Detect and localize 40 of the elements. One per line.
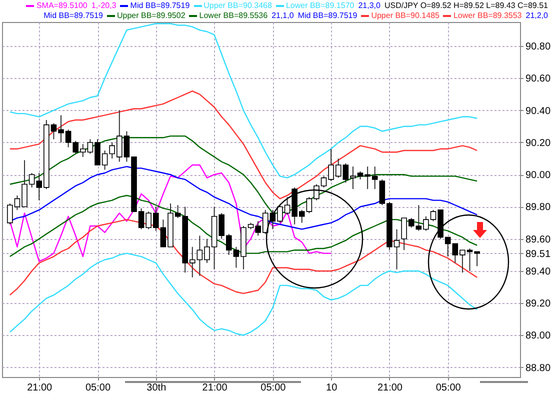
y-tick-label: 90.40 [526,106,551,117]
x-tick-label: 21:00 [202,382,228,394]
legend-label: SMA=89.5100 [35,1,88,10]
legend-label: Upper BB=90.1485 [370,11,440,20]
text: Mid BB=89.7519 [298,11,358,20]
line-series [9,90,478,200]
legend-label: Lower BB=89.3553 [452,11,522,20]
y-tick-label: 89.00 [526,330,551,342]
y-tick-label: 90.80 [526,42,551,53]
text: 21,3,0 [358,1,380,10]
line-series [9,252,478,336]
y-tick-label: 89.80 [526,202,551,214]
text: USD/JPY O=89.52 H=89.52 L=89.43 C=89.51 [384,1,548,10]
x-tick-label: 05:00 [85,382,111,394]
legend-label: Lower BB=89.5536 [198,11,268,20]
y-tick-label: 90.00 [526,170,551,182]
legend-label: Upper BB=90.3468 [202,1,272,10]
line-series [9,194,478,258]
x-tick-label: 05:00 [260,382,286,394]
x-tick-label: 10 [326,382,338,394]
y-tick-label: 89.40 [526,266,551,278]
x-tick-label: 05:00 [436,382,462,394]
legend-label: Mid BB=89.7519 [129,1,190,10]
text: 21,2,0 [526,11,548,20]
text: 1,-20,3 [91,1,116,10]
x-tick-label: 21:00 [27,382,53,394]
text: 21,1,0 [272,11,294,20]
legend-label: Lower BB=89.1570 [284,1,354,10]
legend-label: Upper BB=89.9502 [116,11,186,20]
y-tick-label: 88.80 [526,362,551,374]
text: Mid BB=89.7519 [44,11,103,20]
line-series [9,164,332,262]
y-tick-label: 90.60 [526,74,551,85]
y-tick-label: 90.20 [526,138,551,149]
x-tick-label: 30th [146,382,166,394]
y-tick-label: 89.20 [526,298,551,310]
y-tick-label: 89.60 [526,234,551,246]
x-tick-label: 21:00 [377,382,403,394]
line-series [9,23,478,178]
y-tick-label: 89.51 [526,248,551,260]
